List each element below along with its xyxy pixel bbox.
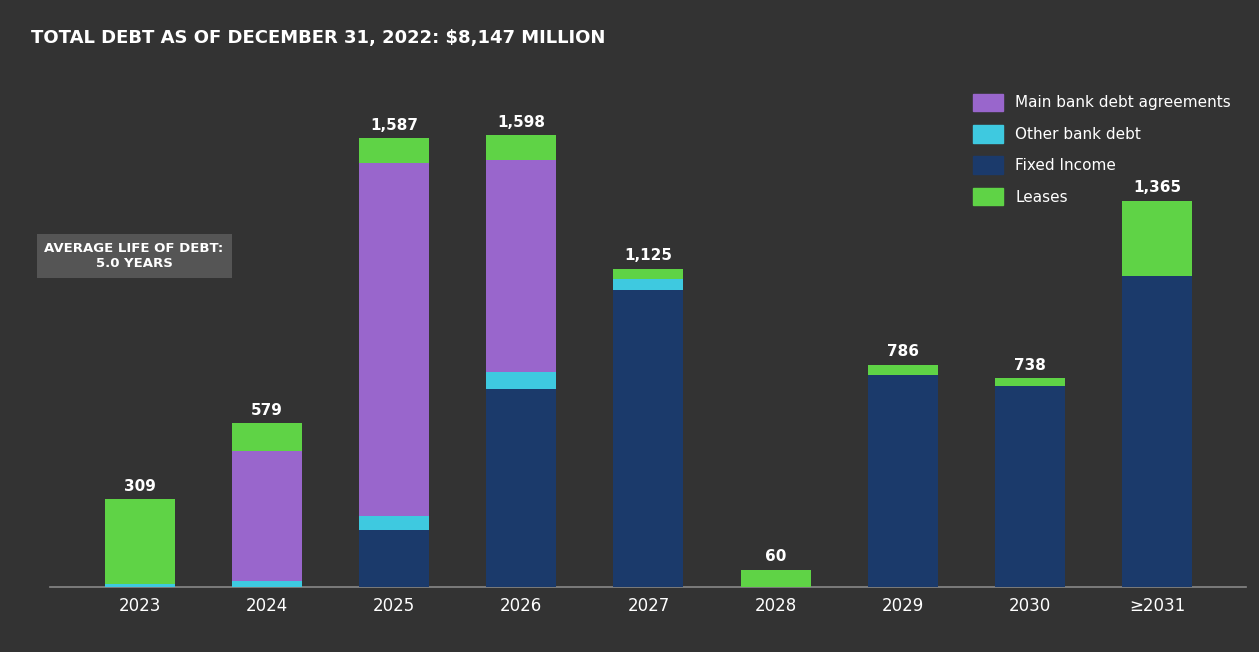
- Text: TOTAL DEBT AS OF DECEMBER 31, 2022: $8,147 MILLION: TOTAL DEBT AS OF DECEMBER 31, 2022: $8,1…: [31, 29, 606, 48]
- Bar: [104, 584, 175, 587]
- Text: AVERAGE LIFE OF DEBT:
5.0 YEARS: AVERAGE LIFE OF DEBT: 5.0 YEARS: [44, 243, 224, 270]
- Bar: [359, 138, 429, 163]
- Text: 1,598: 1,598: [497, 115, 545, 130]
- Text: 60: 60: [765, 549, 786, 564]
- Bar: [359, 516, 429, 530]
- Bar: [613, 269, 684, 279]
- Text: 579: 579: [251, 402, 283, 417]
- Bar: [486, 389, 556, 587]
- Text: 738: 738: [1013, 358, 1046, 373]
- Bar: [1122, 201, 1192, 276]
- Bar: [613, 290, 684, 587]
- Text: 1,587: 1,587: [370, 118, 418, 133]
- Bar: [359, 163, 429, 516]
- Bar: [104, 499, 175, 584]
- Text: 309: 309: [123, 479, 156, 494]
- Bar: [995, 386, 1065, 587]
- Bar: [486, 372, 556, 389]
- Bar: [867, 364, 938, 375]
- Text: 1,125: 1,125: [624, 248, 672, 263]
- Legend: Main bank debt agreements, Other bank debt, Fixed Income, Leases: Main bank debt agreements, Other bank de…: [964, 86, 1239, 213]
- Bar: [995, 378, 1065, 386]
- Bar: [867, 375, 938, 587]
- Text: 786: 786: [886, 344, 919, 359]
- Bar: [486, 160, 556, 372]
- Text: 1,365: 1,365: [1133, 181, 1181, 196]
- Bar: [232, 451, 302, 581]
- Bar: [613, 279, 684, 290]
- Bar: [232, 423, 302, 451]
- Bar: [740, 570, 811, 587]
- Bar: [486, 136, 556, 160]
- Bar: [1122, 276, 1192, 587]
- Bar: [232, 581, 302, 587]
- Bar: [359, 530, 429, 587]
